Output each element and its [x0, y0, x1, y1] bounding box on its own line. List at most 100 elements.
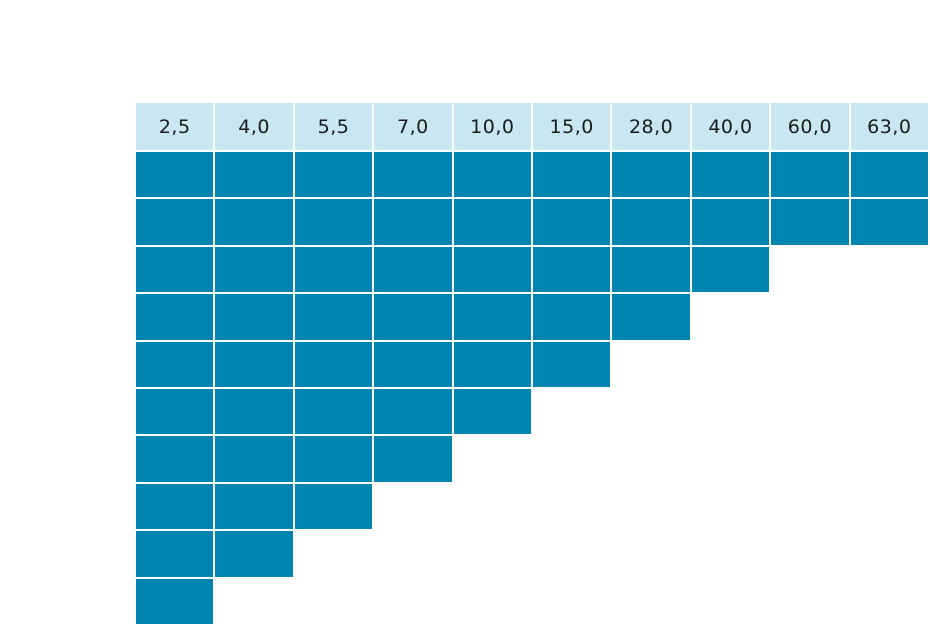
- empty-cell: [850, 341, 928, 387]
- filled-cell: [691, 199, 770, 245]
- empty-cell: [612, 341, 690, 387]
- empty-cell: [691, 389, 770, 435]
- filled-cell: [612, 199, 690, 245]
- empty-cell: [771, 341, 849, 387]
- filled-cell: [771, 199, 849, 245]
- filled-cell: [294, 436, 373, 482]
- column-header: 10,0: [453, 103, 531, 150]
- filled-cell: [612, 246, 690, 293]
- empty-cell: [533, 578, 611, 624]
- column-header: 40,0: [691, 103, 770, 150]
- filled-cell: [850, 199, 928, 245]
- empty-cell: [771, 436, 849, 482]
- empty-cell: [612, 436, 690, 482]
- empty-cell: [612, 531, 690, 577]
- filled-cell: [691, 246, 770, 293]
- filled-cell: [294, 294, 373, 340]
- empty-cell: [533, 436, 611, 482]
- empty-cell: [771, 246, 849, 293]
- filled-cell: [294, 483, 373, 530]
- empty-cell: [771, 531, 849, 577]
- column-header: 5,5: [294, 103, 373, 150]
- filled-cell: [453, 294, 531, 340]
- empty-cell: [533, 531, 611, 577]
- empty-cell: [612, 483, 690, 530]
- column-header: 15,0: [533, 103, 611, 150]
- filled-cell: [215, 152, 293, 198]
- filled-cell: [136, 389, 214, 435]
- empty-cell: [215, 578, 293, 624]
- empty-cell: [850, 578, 928, 624]
- filled-cell: [771, 152, 849, 198]
- empty-cell: [612, 389, 690, 435]
- filled-cell: [215, 199, 293, 245]
- empty-cell: [533, 483, 611, 530]
- empty-cell: [771, 483, 849, 530]
- empty-cell: [691, 436, 770, 482]
- empty-cell: [453, 531, 531, 577]
- empty-cell: [850, 483, 928, 530]
- filled-cell: [294, 246, 373, 293]
- filled-cell: [136, 578, 214, 624]
- filled-cell: [136, 294, 214, 340]
- empty-cell: [691, 578, 770, 624]
- empty-cell: [771, 294, 849, 340]
- empty-cell: [691, 483, 770, 530]
- filled-cell: [374, 436, 452, 482]
- empty-cell: [850, 389, 928, 435]
- column-header: 28,0: [612, 103, 690, 150]
- filled-cell: [215, 436, 293, 482]
- empty-cell: [691, 294, 770, 340]
- empty-cell: [850, 531, 928, 577]
- coverage-table: 2,5 4,0 5,5 7,0 10,0 15,0 28,0 40,0 60,0 63,0: [136, 103, 928, 624]
- empty-cell: [374, 578, 452, 624]
- empty-cell: [691, 531, 770, 577]
- filled-cell: [294, 341, 373, 387]
- empty-cell: [294, 531, 373, 577]
- filled-cell: [533, 246, 611, 293]
- filled-cell: [136, 531, 214, 577]
- filled-cell: [136, 436, 214, 482]
- filled-cell: [453, 152, 531, 198]
- column-header: 7,0: [374, 103, 452, 150]
- filled-cell: [294, 389, 373, 435]
- filled-cell: [136, 483, 214, 530]
- empty-cell: [850, 294, 928, 340]
- filled-cell: [612, 294, 690, 340]
- filled-cell: [374, 152, 452, 198]
- filled-cell: [136, 246, 214, 293]
- filled-cell: [374, 341, 452, 387]
- filled-cell: [294, 199, 373, 245]
- filled-cell: [374, 294, 452, 340]
- filled-cell: [374, 246, 452, 293]
- filled-cell: [374, 199, 452, 245]
- filled-cell: [136, 152, 214, 198]
- column-header: 63,0: [850, 103, 928, 150]
- empty-cell: [453, 436, 531, 482]
- empty-cell: [294, 578, 373, 624]
- filled-cell: [453, 246, 531, 293]
- filled-cell: [533, 199, 611, 245]
- filled-cell: [691, 152, 770, 198]
- filled-cell: [215, 246, 293, 293]
- empty-cell: [453, 578, 531, 624]
- filled-cell: [215, 389, 293, 435]
- filled-cell: [533, 294, 611, 340]
- empty-cell: [771, 578, 849, 624]
- column-header: 60,0: [771, 103, 849, 150]
- filled-cell: [374, 389, 452, 435]
- empty-cell: [374, 531, 452, 577]
- filled-cell: [215, 483, 293, 530]
- filled-cell: [294, 152, 373, 198]
- empty-cell: [612, 578, 690, 624]
- filled-cell: [533, 341, 611, 387]
- column-header: 4,0: [215, 103, 293, 150]
- filled-cell: [612, 152, 690, 198]
- filled-cell: [136, 341, 214, 387]
- empty-cell: [850, 246, 928, 293]
- filled-cell: [453, 341, 531, 387]
- empty-cell: [691, 341, 770, 387]
- filled-cell: [215, 294, 293, 340]
- empty-cell: [374, 483, 452, 530]
- column-header: 2,5: [136, 103, 214, 150]
